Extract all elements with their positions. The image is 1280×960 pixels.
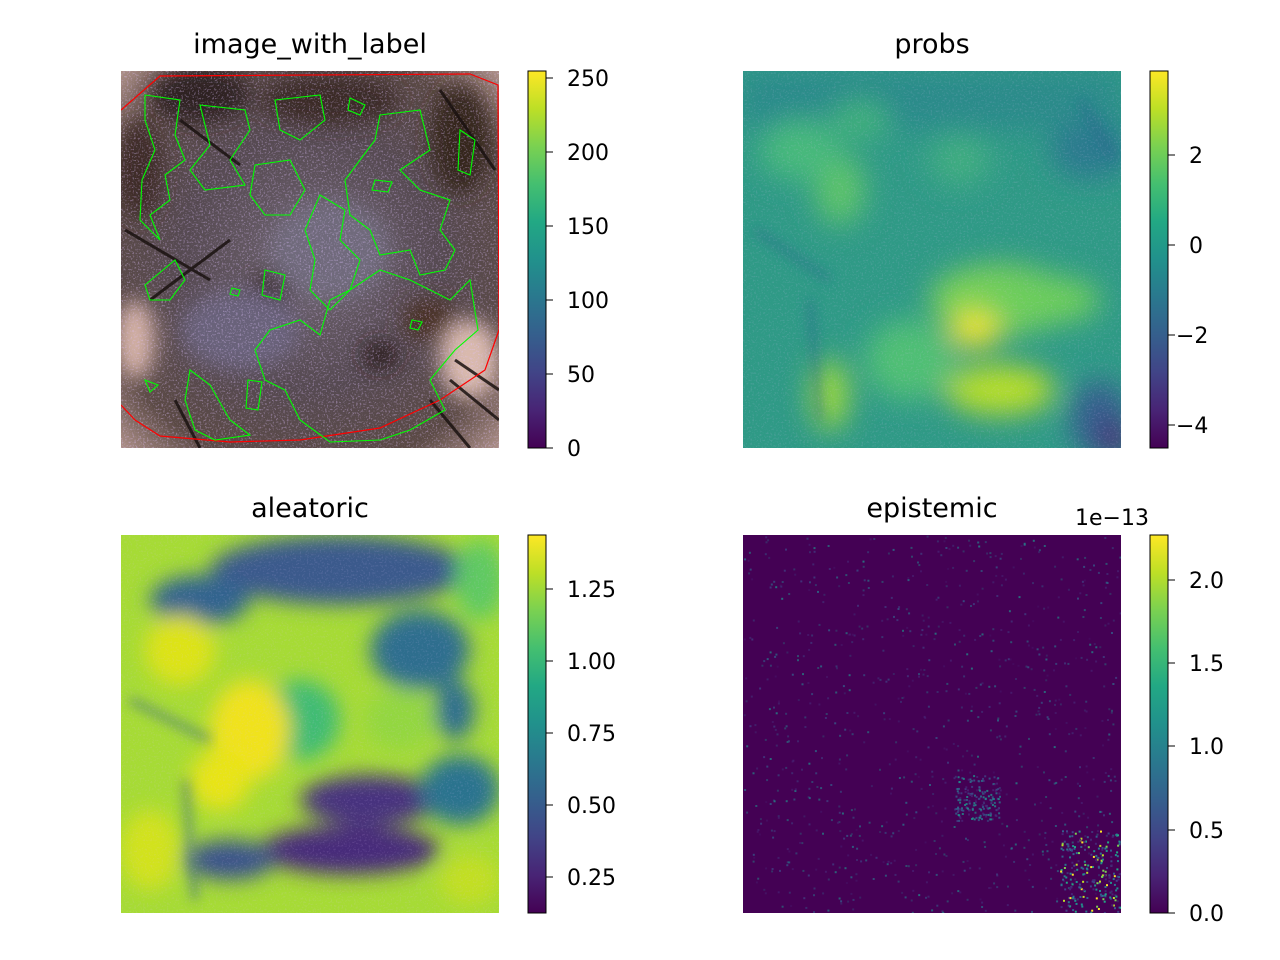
colorbar-1-tick-label: 50: [567, 363, 595, 388]
panel-probs: probs: [743, 29, 1208, 449]
colorbar-4-ticks: 2.0 1.5 1.0 0.5 0.0: [1168, 569, 1224, 927]
colorbar-4-offset-label: 1e−13: [1075, 506, 1149, 531]
colorbar-1-tick-label: 100: [567, 289, 609, 314]
colorbar-4-tick-label: 2.0: [1189, 569, 1224, 594]
colorbar-4: 1e−13 2.0 1.5 1.0 0.5 0.0: [1075, 506, 1224, 927]
colorbar-4-tick-label: 0.5: [1189, 819, 1224, 844]
colorbar-3-ticks: 1.25 1.00 0.75 0.50 0.25: [546, 578, 616, 891]
colorbar-1-tick-label: 150: [567, 215, 609, 240]
colorbar-4-tick-label: 1.0: [1189, 735, 1224, 760]
colorbar-3-tick-label: 1.25: [567, 578, 616, 603]
region-contours: [139, 94, 479, 443]
epistemic-heatmap: [743, 535, 1121, 913]
colorbar-1-ticks: 0 50 100 150 200 250: [546, 67, 609, 462]
panel-1-title: image_with_label: [193, 29, 427, 60]
colorbar-2: 2 0 −2 −4: [1149, 70, 1208, 449]
panel-aleatoric: aleatoric: [121, 493, 616, 914]
colorbar-4-tick-label: 0.0: [1189, 902, 1224, 927]
colorbar-3-tick-label: 0.25: [567, 866, 616, 891]
panel-4-title: epistemic: [866, 493, 997, 524]
colorbar-2-tick-label: 0: [1189, 234, 1203, 259]
image-with-label-heatmap: [121, 71, 499, 448]
colorbar-3-tick-label: 0.75: [567, 722, 616, 747]
panel-3-title: aleatoric: [251, 493, 369, 524]
colorbar-4-tick-label: 1.5: [1189, 652, 1224, 677]
colorbar-1-tick-label: 0: [567, 437, 581, 462]
probs-heatmap: [743, 71, 1121, 448]
epistemic-speckle: [743, 535, 1121, 913]
colorbar-1-tick-label: 250: [567, 67, 609, 92]
colorbar-3: 1.25 1.00 0.75 0.50 0.25: [527, 534, 616, 914]
panel-image-with-label: image_with_label: [121, 29, 609, 462]
panel-2-title: probs: [894, 29, 969, 60]
colorbar-1-tick-label: 200: [567, 141, 609, 166]
aleatoric-heatmap: [121, 535, 499, 913]
colorbar-1: 0 50 100 150 200 250: [527, 67, 609, 462]
colorbar-2-ticks: 2 0 −2 −4: [1168, 144, 1208, 439]
colorbar-2-tick-label: 2: [1189, 144, 1203, 169]
colorbar-2-tick-label: −2: [1176, 324, 1208, 349]
colorbar-3-tick-label: 0.50: [567, 794, 616, 819]
panel-epistemic: epistemic 1e−13 2.0 1.5 1.0 0.5 0.0: [743, 493, 1224, 927]
colorbar-2-tick-label: −4: [1176, 414, 1208, 439]
colorbar-3-tick-label: 1.00: [567, 650, 616, 675]
